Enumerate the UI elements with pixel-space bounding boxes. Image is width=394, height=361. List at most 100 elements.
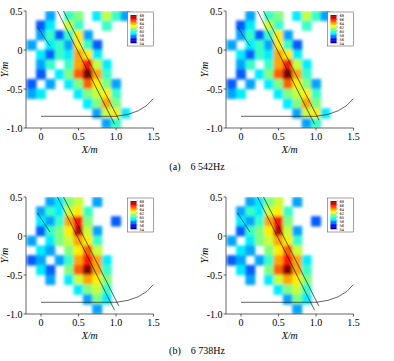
heat-cell: [245, 275, 255, 285]
heat-cell: [102, 59, 112, 69]
heat-cell: [274, 69, 284, 79]
heat-cell: [45, 79, 55, 89]
heat-cell: [264, 265, 274, 275]
heatmap-area: [27, 197, 121, 314]
heat-cell: [320, 108, 330, 118]
x-tick-label: 0: [239, 131, 244, 142]
heat-cell: [45, 236, 55, 246]
colorbar-label: 68: [340, 14, 345, 18]
heat-cell: [283, 40, 293, 50]
heatmap-area: [227, 11, 331, 128]
heatmap-cells: [27, 11, 131, 128]
heat-cell: [302, 284, 312, 294]
heat-cell: [102, 69, 112, 79]
heat-cell: [111, 89, 121, 99]
y-axis: [226, 197, 227, 314]
colorbar-tick: [337, 31, 339, 32]
outline-line: [41, 116, 116, 117]
heat-cell: [45, 50, 55, 60]
heat-cell: [274, 206, 284, 216]
heat-cell: [45, 206, 55, 216]
y-tick-label: -1.0: [207, 309, 223, 320]
heat-cell: [74, 89, 84, 99]
heat-cell: [64, 79, 74, 89]
heat-cell: [64, 59, 74, 69]
heat-cell: [36, 20, 46, 30]
colorbar-tick: [337, 15, 339, 16]
colorbar-label: 68: [140, 200, 145, 204]
heat-cell: [102, 284, 112, 294]
outline: [237, 11, 353, 124]
heat-cell: [64, 236, 74, 246]
y-axis-label: Y/m: [199, 62, 210, 78]
colorbar-swatch: [331, 201, 337, 203]
heat-cell: [274, 30, 284, 40]
heat-cell: [74, 236, 84, 246]
x-tick-label: 0: [239, 317, 244, 328]
heat-cell: [45, 275, 55, 285]
panel: 00.51.01.50.50-0.5-1.0X/mY/m545658606264…: [0, 192, 160, 342]
colorbar-tick: [337, 19, 339, 20]
heat-cell: [92, 304, 102, 314]
heat-cell: [92, 98, 102, 108]
y-tick: [224, 50, 227, 51]
outline-line: [264, 197, 320, 306]
heat-cell: [45, 59, 55, 69]
heat-cell: [274, 79, 284, 89]
heat-cell: [74, 245, 84, 255]
heat-cell: [292, 50, 302, 60]
outline-line: [37, 27, 50, 46]
heat-cell: [83, 98, 93, 108]
colorbar-label: 54: [340, 42, 345, 46]
heat-cell: [64, 265, 74, 275]
heat-cell: [236, 50, 246, 60]
heat-cell: [36, 69, 46, 79]
x-axis: [226, 314, 354, 315]
heat-cell: [283, 284, 293, 294]
y-tick-label: -0.5: [7, 270, 23, 281]
y-tick-label: 0.5: [210, 6, 223, 17]
heat-cell: [264, 216, 274, 226]
colorbar-label: 54: [140, 42, 145, 46]
heat-cell: [283, 206, 293, 216]
heat-cell: [236, 20, 246, 30]
heat-cell: [311, 216, 321, 226]
x-axis: [26, 314, 154, 315]
x-axis-label: X/m: [281, 330, 298, 341]
y-tick: [224, 236, 227, 237]
heat-cell: [102, 265, 112, 275]
y-tick: [24, 89, 27, 90]
heat-cell: [83, 30, 93, 40]
heat-cell: [245, 30, 255, 40]
outline-line: [58, 11, 115, 124]
colorbar-label: 60: [140, 30, 145, 34]
heat-cell: [92, 236, 102, 246]
heat-cell: [245, 197, 255, 207]
heat-cell: [283, 265, 293, 275]
heat-cell: [302, 20, 312, 30]
panel: 00.51.01.50.50-0.5-1.0X/mY/m545658606264…: [0, 6, 160, 156]
heat-cell: [83, 216, 93, 226]
heat-cell: [264, 236, 274, 246]
y-tick: [224, 197, 227, 198]
colorbar-label: 58: [140, 34, 145, 38]
y-tick-label: -0.5: [207, 270, 223, 281]
heat-cell: [302, 294, 312, 304]
heat-cell: [83, 275, 93, 285]
heat-cell: [27, 89, 37, 99]
colorbar-swatch: [131, 15, 137, 17]
heat-cell: [292, 59, 302, 69]
heat-cell: [255, 69, 265, 79]
outline-line: [37, 213, 50, 233]
heat-cell: [283, 89, 293, 99]
colorbar-label: 62: [140, 26, 145, 30]
heat-cell: [83, 206, 93, 216]
colorbar-label: 66: [140, 204, 145, 208]
heat-cell: [245, 79, 255, 89]
heat-cell: [55, 236, 65, 246]
y-tick: [224, 275, 227, 276]
heat-cell: [274, 11, 284, 21]
heat-cell: [27, 255, 37, 265]
outline: [37, 197, 153, 310]
heat-cell: [274, 216, 284, 226]
